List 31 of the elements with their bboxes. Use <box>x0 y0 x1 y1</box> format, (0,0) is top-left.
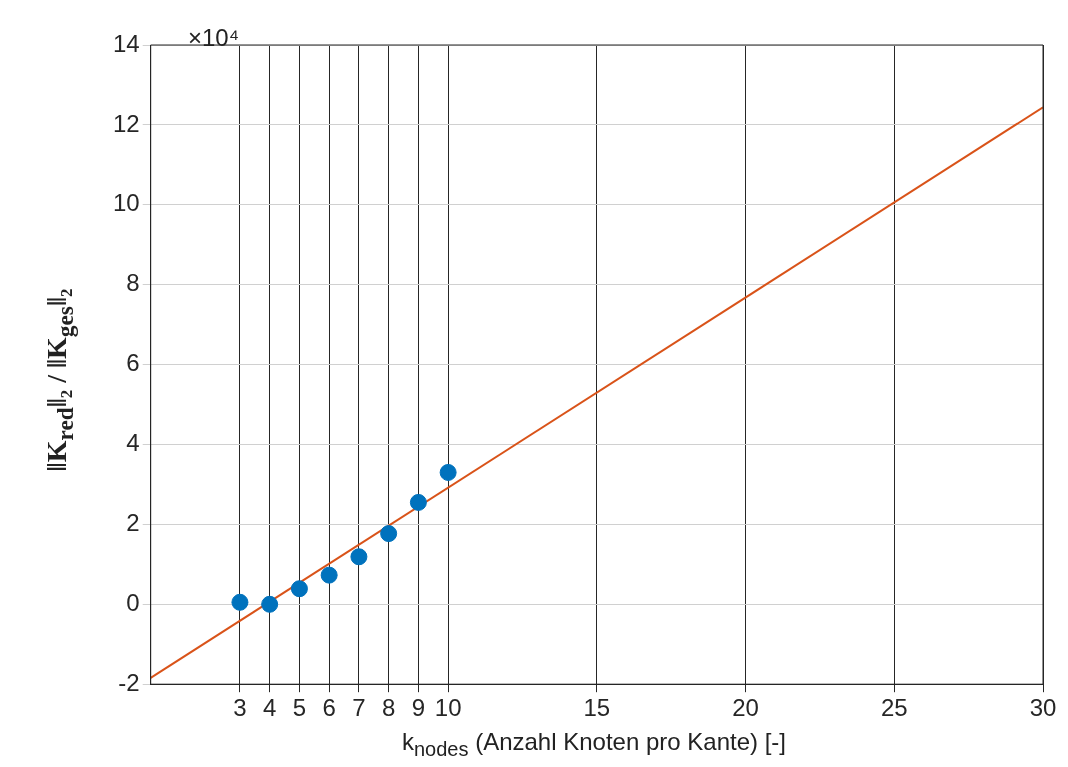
y-tick-label: 4 <box>126 429 140 457</box>
y-tick-label: 8 <box>126 269 140 297</box>
y-tick-label: 14 <box>112 29 140 57</box>
y-tick-label: 10 <box>112 189 140 217</box>
x-tick-label: 5 <box>292 694 307 722</box>
x-tick-label: 25 <box>880 694 908 722</box>
x-tick-label: 20 <box>732 694 759 722</box>
x-tick-label: 3 <box>233 694 247 722</box>
x-tick-label: 9 <box>411 694 426 722</box>
point <box>439 463 457 481</box>
point <box>350 548 368 566</box>
y-tick-label: 6 <box>126 349 140 377</box>
x-tick-label: 7 <box>352 694 366 722</box>
y-tick-label: 2 <box>126 509 140 537</box>
point <box>261 595 279 613</box>
x-tick-label: 10 <box>434 694 462 722</box>
y-tick-label: 12 <box>112 109 140 137</box>
point <box>380 525 398 543</box>
x-tick-label: 8 <box>381 694 396 722</box>
point <box>290 580 308 598</box>
x-tick-label: 30 <box>1029 694 1057 722</box>
x-axis-title: k$_{nodes}$ (Anzahl Knoten pro Kante) [-] <box>401 728 787 761</box>
x-tick-label: 4 <box>262 694 277 722</box>
point <box>409 493 427 511</box>
x-tick-label: 15 <box>583 694 611 722</box>
annotation: ×10⁴ <box>188 24 240 52</box>
x-tick-label: 6 <box>322 694 336 722</box>
point <box>231 593 249 611</box>
point <box>320 566 338 584</box>
y-tick-label: -2 <box>118 668 140 696</box>
y-tick-label: 0 <box>126 588 140 616</box>
